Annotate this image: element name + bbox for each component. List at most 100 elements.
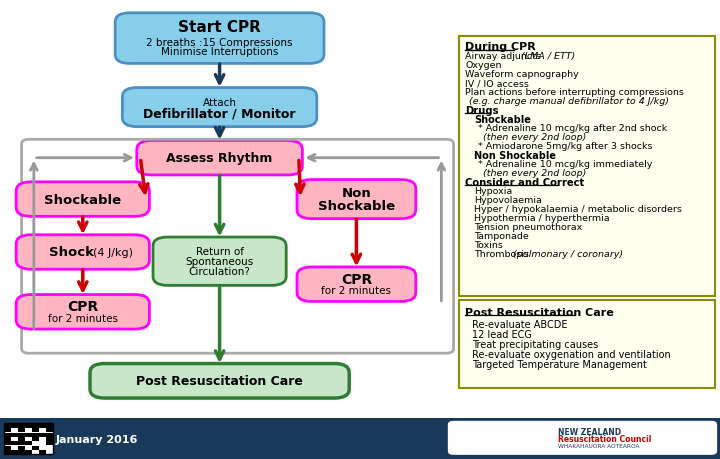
Text: Plan actions before interrupting compressions: Plan actions before interrupting compres…: [465, 88, 684, 97]
Text: for 2 minutes: for 2 minutes: [48, 313, 118, 323]
Text: Shockable: Shockable: [44, 193, 122, 206]
Bar: [18, 442, 24, 446]
Bar: [46, 428, 53, 432]
Text: Non Shockable: Non Shockable: [474, 151, 556, 161]
Text: WHAKAHAUORA AOTEAROA: WHAKAHAUORA AOTEAROA: [558, 443, 639, 448]
Text: (then every 2nd loop): (then every 2nd loop): [483, 133, 587, 142]
Bar: [4, 432, 11, 437]
Bar: [32, 432, 39, 437]
Text: Airway adjuncts: Airway adjuncts: [465, 52, 544, 62]
Bar: [12, 424, 17, 428]
Bar: [12, 442, 17, 446]
Text: Treat precipitating causes: Treat precipitating causes: [472, 339, 598, 349]
Text: * Amiodarone 5mg/kg after 3 shocks: * Amiodarone 5mg/kg after 3 shocks: [478, 142, 652, 151]
Bar: [18, 437, 24, 441]
FancyBboxPatch shape: [153, 237, 287, 285]
Bar: [4, 437, 11, 441]
Bar: [25, 450, 32, 454]
Bar: [25, 424, 32, 428]
Bar: [12, 450, 17, 454]
Text: Assess Rhythm: Assess Rhythm: [166, 152, 273, 165]
Bar: [18, 446, 24, 450]
Text: (LMA / ETT): (LMA / ETT): [521, 52, 575, 62]
Text: Post Resuscitation Care: Post Resuscitation Care: [136, 375, 303, 387]
Text: 12 lead ECG: 12 lead ECG: [472, 329, 532, 339]
Text: (4 J/kg): (4 J/kg): [93, 247, 133, 257]
Text: * Adrenaline 10 mcg/kg immediately: * Adrenaline 10 mcg/kg immediately: [478, 160, 652, 169]
Text: IV / IO access: IV / IO access: [465, 79, 529, 88]
FancyBboxPatch shape: [17, 183, 150, 217]
Bar: [46, 432, 53, 437]
Text: Hypoxia: Hypoxia: [474, 186, 512, 196]
Bar: [4, 423, 53, 454]
Text: Targeted Temperature Management: Targeted Temperature Management: [472, 359, 647, 369]
Bar: [12, 432, 17, 437]
Bar: [4, 450, 11, 454]
Bar: [32, 446, 39, 450]
Bar: [0, 418, 720, 459]
Text: for 2 minutes: for 2 minutes: [321, 285, 392, 296]
Text: Hypovolaemia: Hypovolaemia: [474, 196, 541, 205]
Text: Shockable: Shockable: [318, 200, 395, 213]
Text: * Adrenaline 10 mcg/kg after 2nd shock: * Adrenaline 10 mcg/kg after 2nd shock: [478, 124, 667, 133]
Bar: [18, 432, 24, 437]
Text: Start CPR: Start CPR: [178, 20, 261, 35]
Text: Drugs: Drugs: [465, 106, 499, 116]
FancyBboxPatch shape: [137, 141, 302, 175]
Bar: [46, 442, 53, 446]
Text: 2 breaths :15 Compressions: 2 breaths :15 Compressions: [146, 38, 293, 48]
Text: Minimise Interruptions: Minimise Interruptions: [161, 47, 279, 57]
Bar: [18, 450, 24, 454]
Text: Spontaneous: Spontaneous: [186, 257, 253, 267]
FancyBboxPatch shape: [17, 295, 150, 330]
Text: Shock: Shock: [50, 246, 94, 259]
Bar: [32, 437, 39, 441]
Text: Non: Non: [341, 186, 372, 199]
FancyBboxPatch shape: [459, 301, 715, 388]
Text: Attach: Attach: [202, 97, 237, 107]
FancyBboxPatch shape: [90, 364, 349, 398]
Text: Hypothermia / hyperthermia: Hypothermia / hyperthermia: [474, 213, 609, 223]
Bar: [40, 424, 45, 428]
FancyBboxPatch shape: [448, 421, 717, 455]
Text: Tension pneumothorax: Tension pneumothorax: [474, 222, 582, 231]
Text: Defibrillator / Monitor: Defibrillator / Monitor: [143, 107, 296, 120]
FancyBboxPatch shape: [115, 14, 324, 64]
Bar: [18, 428, 24, 432]
Text: (pulmonary / coronary): (pulmonary / coronary): [513, 249, 624, 258]
Text: Waveform capnography: Waveform capnography: [465, 70, 579, 79]
Text: Return of: Return of: [196, 246, 243, 257]
Text: January 2016: January 2016: [56, 434, 138, 444]
Bar: [4, 446, 11, 450]
Bar: [32, 424, 39, 428]
Text: Toxins: Toxins: [474, 240, 503, 249]
Text: Tamponade: Tamponade: [474, 231, 528, 241]
Text: NEW ZEALAND: NEW ZEALAND: [558, 427, 621, 436]
Text: Consider and Correct: Consider and Correct: [465, 178, 585, 188]
Bar: [46, 424, 53, 428]
Text: CPR: CPR: [341, 272, 372, 286]
Text: Oxygen: Oxygen: [465, 61, 502, 70]
Text: Hyper / hypokalaemia / metabolic disorders: Hyper / hypokalaemia / metabolic disorde…: [474, 204, 682, 213]
Bar: [4, 442, 11, 446]
FancyBboxPatch shape: [297, 267, 416, 302]
Bar: [4, 428, 11, 432]
Bar: [32, 428, 39, 432]
Bar: [40, 450, 45, 454]
Text: (then every 2nd loop): (then every 2nd loop): [483, 168, 587, 178]
Text: Resuscitation Council: Resuscitation Council: [558, 434, 652, 443]
Text: (e.g. charge manual defibrillator to 4 J/kg): (e.g. charge manual defibrillator to 4 J…: [469, 97, 669, 106]
Bar: [18, 424, 24, 428]
Bar: [4, 424, 11, 428]
Text: Post Resuscitation Care: Post Resuscitation Care: [465, 307, 614, 317]
FancyBboxPatch shape: [122, 88, 317, 127]
FancyBboxPatch shape: [459, 37, 715, 296]
Text: Re-evaluate oxygenation and ventilation: Re-evaluate oxygenation and ventilation: [472, 349, 671, 359]
FancyBboxPatch shape: [297, 180, 416, 219]
FancyBboxPatch shape: [17, 235, 150, 269]
Text: Thrombosis: Thrombosis: [474, 249, 531, 258]
Text: Re-evaluate ABCDE: Re-evaluate ABCDE: [472, 319, 568, 329]
Bar: [25, 432, 32, 437]
Text: CPR: CPR: [67, 300, 99, 313]
Bar: [40, 432, 45, 437]
